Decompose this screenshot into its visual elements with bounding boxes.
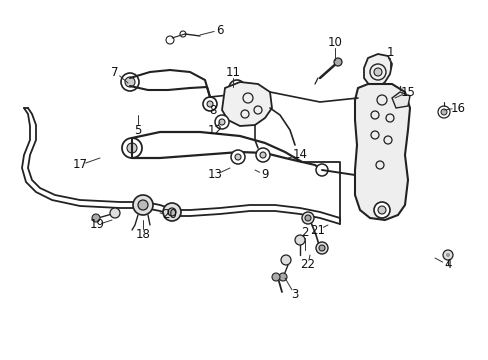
- Text: 3: 3: [291, 288, 298, 302]
- Text: 17: 17: [72, 158, 87, 171]
- Circle shape: [92, 214, 100, 222]
- Circle shape: [377, 206, 385, 214]
- Circle shape: [302, 212, 313, 224]
- Polygon shape: [363, 54, 391, 88]
- Circle shape: [373, 68, 381, 76]
- Text: 10: 10: [327, 36, 342, 49]
- Circle shape: [271, 273, 280, 281]
- Text: 15: 15: [400, 85, 415, 99]
- Polygon shape: [391, 92, 409, 108]
- Text: 4: 4: [443, 258, 451, 271]
- Circle shape: [256, 148, 269, 162]
- Text: 11: 11: [225, 66, 240, 78]
- Circle shape: [294, 235, 305, 245]
- Polygon shape: [222, 82, 271, 126]
- Circle shape: [121, 73, 139, 91]
- Text: 12: 12: [207, 123, 222, 136]
- Text: 1: 1: [386, 45, 393, 58]
- Circle shape: [373, 202, 389, 218]
- Circle shape: [230, 150, 244, 164]
- Circle shape: [260, 152, 265, 158]
- Circle shape: [232, 84, 241, 92]
- Circle shape: [215, 115, 228, 129]
- Text: 22: 22: [300, 258, 315, 271]
- Text: 14: 14: [292, 148, 307, 162]
- Text: 20: 20: [162, 208, 177, 221]
- Circle shape: [228, 80, 244, 96]
- Text: 13: 13: [207, 168, 222, 181]
- Circle shape: [281, 255, 290, 265]
- Circle shape: [168, 208, 176, 216]
- Circle shape: [279, 273, 286, 281]
- Circle shape: [315, 242, 327, 254]
- Circle shape: [203, 97, 217, 111]
- Text: 19: 19: [89, 219, 104, 231]
- Text: 6: 6: [216, 23, 224, 36]
- Circle shape: [133, 195, 153, 215]
- Text: 2: 2: [301, 225, 308, 238]
- Circle shape: [442, 250, 452, 260]
- Circle shape: [127, 143, 137, 153]
- Circle shape: [206, 101, 213, 107]
- Circle shape: [163, 203, 181, 221]
- Circle shape: [437, 106, 449, 118]
- Text: 16: 16: [449, 102, 465, 114]
- Circle shape: [315, 164, 327, 176]
- Circle shape: [125, 77, 135, 87]
- Text: 21: 21: [310, 224, 325, 237]
- Circle shape: [122, 138, 142, 158]
- Circle shape: [305, 215, 310, 221]
- Circle shape: [318, 245, 325, 251]
- Text: 9: 9: [261, 168, 268, 181]
- Text: 7: 7: [111, 66, 119, 78]
- Text: 5: 5: [134, 123, 142, 136]
- Circle shape: [235, 154, 241, 160]
- Circle shape: [440, 109, 446, 115]
- Circle shape: [138, 200, 148, 210]
- Text: 8: 8: [209, 104, 216, 117]
- Polygon shape: [354, 84, 409, 220]
- Circle shape: [219, 119, 224, 125]
- Circle shape: [110, 208, 120, 218]
- Text: 18: 18: [135, 229, 150, 242]
- Circle shape: [445, 253, 449, 257]
- Circle shape: [333, 58, 341, 66]
